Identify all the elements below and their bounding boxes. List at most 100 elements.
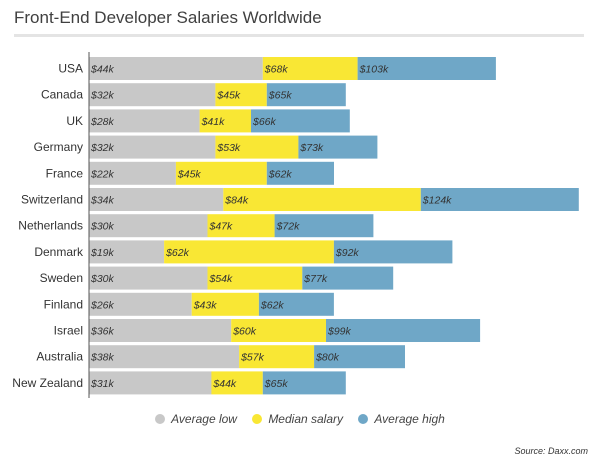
bar-switzerland-average-low bbox=[89, 188, 224, 211]
bar-denmark-average-high bbox=[333, 240, 453, 264]
value-label-canada-average-high: $65k bbox=[268, 90, 293, 102]
bar-usa-median-salary bbox=[262, 57, 358, 80]
bar-switzerland-average-high bbox=[420, 188, 579, 211]
bar-canada-average-low bbox=[89, 83, 216, 107]
bar-germany-average-high bbox=[298, 135, 378, 159]
category-label-usa: USA bbox=[58, 62, 83, 76]
legend-label-average-high: Average high bbox=[374, 412, 445, 426]
value-label-israel-average-low: $36k bbox=[90, 326, 115, 338]
bar-new-zealand-median-salary bbox=[211, 371, 263, 395]
value-label-usa-average-high: $103k bbox=[359, 64, 389, 76]
value-label-new-zealand-average-high: $65k bbox=[264, 378, 289, 390]
bar-canada-average-high bbox=[266, 83, 346, 107]
value-label-france-average-high: $62k bbox=[268, 168, 293, 180]
bar-netherlands-average-high bbox=[274, 214, 374, 238]
category-label-sweden: Sweden bbox=[40, 271, 83, 285]
bar-germany-median-salary bbox=[215, 135, 299, 159]
bar-canada-median-salary bbox=[215, 83, 267, 107]
category-label-france: France bbox=[46, 166, 84, 180]
bar-new-zealand-average-high bbox=[262, 371, 346, 395]
value-label-germany-median-salary: $53k bbox=[216, 142, 241, 154]
value-label-uk-median-salary: $41k bbox=[201, 116, 226, 128]
value-label-new-zealand-average-low: $31k bbox=[90, 378, 115, 390]
value-label-canada-median-salary: $45k bbox=[216, 90, 241, 102]
value-label-finland-average-high: $62k bbox=[260, 299, 285, 311]
bar-australia-average-low bbox=[89, 345, 240, 369]
legend-label-average-low: Average low bbox=[171, 412, 237, 426]
category-label-germany: Germany bbox=[34, 140, 83, 154]
bar-france-average-low bbox=[89, 161, 176, 185]
bar-israel-average-high bbox=[326, 319, 481, 342]
category-label-australia: Australia bbox=[36, 350, 83, 364]
bar-switzerland-median-salary bbox=[223, 188, 421, 211]
value-label-france-average-low: $22k bbox=[90, 168, 115, 180]
value-label-denmark-average-high: $92k bbox=[335, 247, 360, 259]
legend-label-median-salary: Median salary bbox=[268, 412, 344, 426]
value-label-australia-average-high: $80k bbox=[315, 352, 340, 364]
bar-finland-median-salary bbox=[191, 292, 259, 316]
bar-israel-median-salary bbox=[231, 319, 326, 342]
value-label-finland-average-low: $26k bbox=[90, 299, 115, 311]
title-rule bbox=[14, 34, 584, 37]
value-label-israel-average-high: $99k bbox=[327, 326, 352, 338]
category-label-uk: UK bbox=[66, 114, 83, 128]
category-label-canada: Canada bbox=[41, 88, 83, 102]
value-label-israel-median-salary: $60k bbox=[232, 326, 257, 338]
category-label-switzerland: Switzerland bbox=[21, 193, 83, 207]
category-label-denmark: Denmark bbox=[34, 245, 84, 259]
legend-swatch-median-salary bbox=[252, 414, 263, 424]
value-label-sweden-average-high: $77k bbox=[303, 273, 328, 285]
category-label-new-zealand: New Zealand bbox=[12, 376, 83, 390]
value-label-switzerland-average-high: $124k bbox=[422, 195, 452, 207]
bar-sweden-average-low bbox=[89, 266, 208, 290]
value-label-australia-median-salary: $57k bbox=[240, 352, 265, 364]
bar-israel-average-low bbox=[89, 319, 232, 342]
value-label-new-zealand-median-salary: $44k bbox=[212, 378, 237, 390]
value-label-finland-median-salary: $43k bbox=[193, 299, 218, 311]
value-label-france-median-salary: $45k bbox=[177, 168, 202, 180]
value-label-netherlands-median-salary: $47k bbox=[209, 221, 234, 233]
bar-uk-average-low bbox=[89, 109, 200, 133]
category-label-netherlands: Netherlands bbox=[18, 219, 83, 233]
source-note: Source: Daxx.com bbox=[514, 446, 588, 456]
bar-usa-average-high bbox=[357, 57, 496, 80]
bar-france-median-salary bbox=[175, 161, 267, 185]
value-label-germany-average-high: $73k bbox=[299, 142, 324, 154]
category-label-israel: Israel bbox=[54, 324, 83, 338]
value-label-sweden-median-salary: $54k bbox=[209, 273, 234, 285]
bar-finland-average-high bbox=[258, 292, 334, 316]
value-label-germany-average-low: $32k bbox=[90, 142, 115, 154]
value-label-switzerland-median-salary: $84k bbox=[224, 195, 249, 207]
bar-netherlands-median-salary bbox=[207, 214, 275, 238]
value-label-sweden-average-low: $30k bbox=[90, 273, 115, 285]
value-label-uk-average-low: $28k bbox=[90, 116, 115, 128]
value-label-usa-average-low: $44k bbox=[90, 64, 115, 76]
bar-denmark-median-salary bbox=[164, 240, 334, 264]
bar-finland-average-low bbox=[89, 292, 192, 316]
value-label-switzerland-average-low: $34k bbox=[90, 195, 115, 207]
bar-germany-average-low bbox=[89, 135, 216, 159]
bar-australia-average-high bbox=[314, 345, 405, 369]
bar-denmark-average-low bbox=[89, 240, 164, 264]
value-label-uk-average-high: $66k bbox=[252, 116, 277, 128]
value-label-netherlands-average-high: $72k bbox=[276, 221, 301, 233]
bar-sweden-average-high bbox=[302, 266, 394, 290]
value-label-denmark-median-salary: $62k bbox=[165, 247, 190, 259]
value-label-canada-average-low: $32k bbox=[90, 90, 115, 102]
legend-item-median-salary: Median salary bbox=[252, 412, 343, 426]
legend-swatch-average-high bbox=[358, 414, 369, 424]
legend: Average low Median salary Average high bbox=[0, 412, 600, 426]
bar-france-average-high bbox=[266, 161, 334, 185]
bar-uk-average-high bbox=[251, 109, 350, 133]
value-label-denmark-average-low: $19k bbox=[90, 247, 115, 259]
value-label-australia-average-low: $38k bbox=[90, 352, 115, 364]
bar-sweden-median-salary bbox=[207, 266, 303, 290]
bar-usa-average-low bbox=[89, 57, 263, 80]
bar-new-zealand-average-low bbox=[89, 371, 212, 395]
value-label-usa-median-salary: $68k bbox=[264, 64, 289, 76]
category-label-finland: Finland bbox=[44, 297, 83, 311]
bar-australia-median-salary bbox=[239, 345, 315, 369]
bar-netherlands-average-low bbox=[89, 214, 208, 238]
bar-uk-median-salary bbox=[199, 109, 251, 133]
